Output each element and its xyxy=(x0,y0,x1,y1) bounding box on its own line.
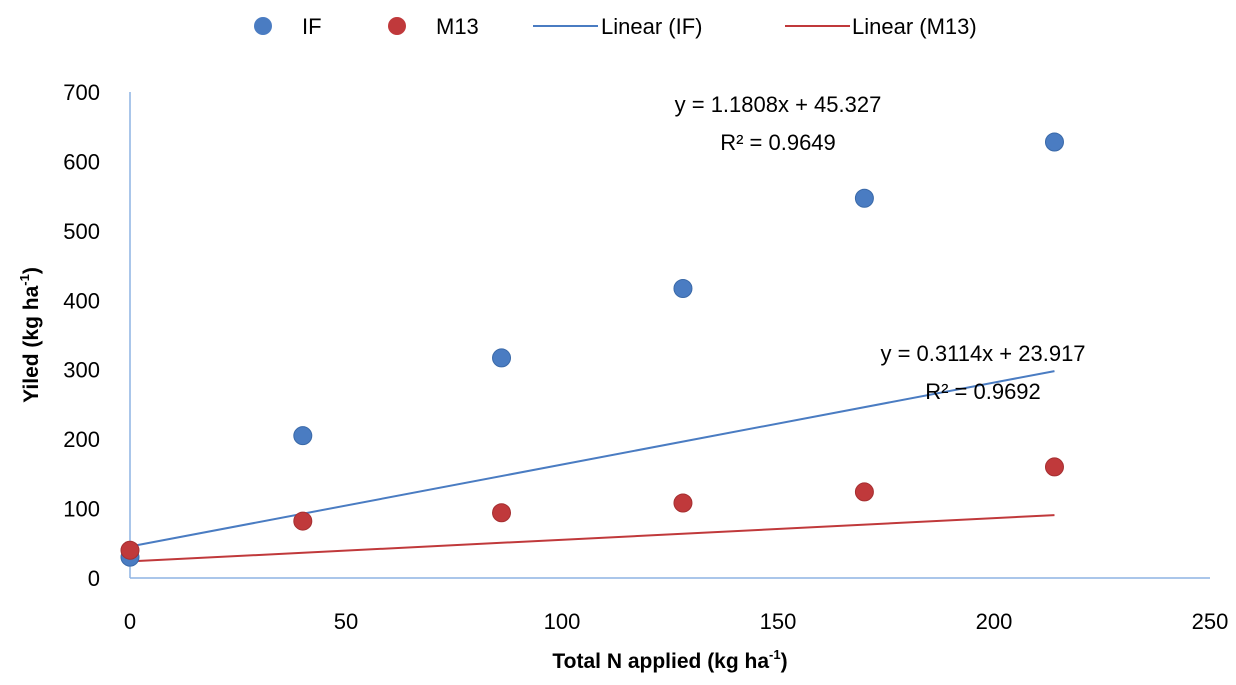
annotation-m13: y = 0.3114x + 23.917 R² = 0.9692 xyxy=(880,341,1085,404)
x-tick-labels: 0 50 100 150 200 250 xyxy=(124,609,1228,634)
if-point xyxy=(293,426,313,446)
y-axis-title: Yiled (kg ha-1) xyxy=(17,267,43,403)
trendline-m13 xyxy=(129,514,1055,563)
y-tick-label: 400 xyxy=(63,288,100,313)
y-tick-labels: 0 100 200 300 400 500 600 700 xyxy=(63,80,100,591)
m13-point xyxy=(293,511,313,531)
trendlines xyxy=(129,370,1055,563)
m13-point xyxy=(673,493,693,513)
trendline-if xyxy=(129,370,1055,548)
x-tick-label: 200 xyxy=(976,609,1013,634)
if-point xyxy=(492,348,512,368)
if-point xyxy=(1044,132,1064,152)
y-tick-label: 0 xyxy=(88,566,100,591)
if-point xyxy=(854,188,874,208)
y-tick-label: 100 xyxy=(63,497,100,522)
x-tick-label: 100 xyxy=(544,609,581,634)
y-tick-label: 500 xyxy=(63,219,100,244)
data-points xyxy=(120,132,1064,567)
y-tick-label: 300 xyxy=(63,358,100,383)
legend: IF M13 Linear (IF) Linear (M13) xyxy=(254,14,977,39)
x-tick-label: 250 xyxy=(1192,609,1229,634)
r2-m13: R² = 0.9692 xyxy=(925,379,1041,404)
y-tick-label: 700 xyxy=(63,80,100,105)
legend-label-linear-m13: Linear (M13) xyxy=(852,14,977,39)
y-tick-label: 600 xyxy=(63,149,100,174)
m13-point xyxy=(120,540,140,560)
legend-marker-if xyxy=(254,17,272,35)
annotation-if: y = 1.1808x + 45.327 R² = 0.9649 xyxy=(675,92,882,155)
x-tick-label: 150 xyxy=(760,609,797,634)
if-point xyxy=(673,278,693,298)
y-tick-label: 200 xyxy=(63,427,100,452)
r2-if: R² = 0.9649 xyxy=(720,130,836,155)
m13-point xyxy=(1044,457,1064,477)
m13-point xyxy=(854,482,874,502)
legend-label-if: IF xyxy=(302,14,322,39)
equation-if: y = 1.1808x + 45.327 xyxy=(675,92,882,117)
m13-point xyxy=(492,503,512,523)
x-tick-label: 0 xyxy=(124,609,136,634)
x-axis-title: Total N applied (kg ha-1) xyxy=(552,647,787,673)
legend-marker-m13 xyxy=(388,17,406,35)
x-tick-label: 50 xyxy=(334,609,358,634)
legend-label-linear-if: Linear (IF) xyxy=(601,14,702,39)
legend-label-m13: M13 xyxy=(436,14,479,39)
equation-m13: y = 0.3114x + 23.917 xyxy=(880,341,1085,366)
